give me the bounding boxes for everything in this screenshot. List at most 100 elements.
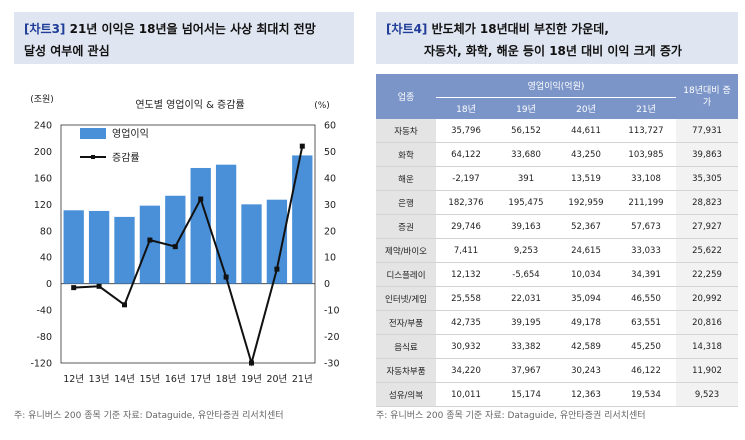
plot-frame — [60, 124, 316, 364]
value-cell: 103,985 — [616, 142, 677, 167]
value-cell: 42,589 — [556, 334, 616, 359]
right-table-title-line2: 자동차, 화학, 해운 등이 18년 대비 이익 크게 증가 — [424, 44, 682, 58]
bar-13년 — [88, 210, 110, 284]
value-cell: 77,931 — [676, 119, 739, 143]
industry-cell: 은행 — [376, 190, 436, 215]
industry-cell: 해운 — [376, 166, 436, 191]
operating-profit-chart: 연도별 영업이익 & 증감률 (조원) (%) -120 -80 -40 0 40 80 1… — [30, 94, 340, 385]
table-row: 증권 29,746 39,163 52,367 57,673 27,927 — [376, 214, 739, 239]
y-tick-label: 40 — [40, 253, 52, 264]
industry-cell: 디스플레이 — [376, 262, 436, 287]
value-cell: 33,108 — [616, 166, 677, 191]
value-cell: 25,558 — [436, 286, 496, 311]
value-cell: 15,174 — [496, 382, 556, 407]
growth-point-16년 — [172, 244, 178, 250]
value-cell: 10,034 — [556, 262, 616, 287]
table-row: 화학 64,122 33,680 43,250 103,985 39,863 — [376, 142, 739, 167]
value-cell: 44,611 — [556, 119, 616, 143]
left-chart-title-line1: 21년 이익은 18년을 넘어서는 사상 최대치 전망 — [69, 22, 316, 36]
chart-title: 연도별 영업이익 & 증감률 — [135, 98, 244, 111]
value-cell: 52,367 — [556, 214, 616, 239]
legend-bar-swatch — [80, 128, 106, 139]
col-header-group: 영업이익(억원) — [436, 74, 677, 98]
value-cell: 64,122 — [436, 142, 496, 167]
value-cell: 46,122 — [616, 358, 677, 383]
value-cell: 9,253 — [496, 238, 556, 263]
col-header-year: 18년 — [436, 97, 496, 119]
value-cell: 10,011 — [436, 382, 496, 407]
value-cell: 13,519 — [556, 166, 616, 191]
left-chart-header: [차트3] 21년 이익은 18년을 넘어서는 사상 최대치 전망 달성 여부에… — [14, 12, 354, 64]
table-row: 해운 -2,197 391 13,519 33,108 35,305 — [376, 166, 739, 191]
x-tick-label: 19년 — [241, 374, 262, 385]
col-header-vs18: 18년대비 증가 — [676, 74, 739, 119]
table-row: 음식료 30,932 33,382 42,589 45,250 14,318 — [376, 334, 739, 359]
value-cell: 391 — [496, 166, 556, 191]
growth-point-17년 — [198, 196, 204, 202]
x-tick-label: 16년 — [165, 374, 186, 385]
legend: 영업이익 증감률 — [80, 127, 149, 164]
value-cell: 30,932 — [436, 334, 496, 359]
table-row: 섬유/의복 10,011 15,174 12,363 19,534 9,523 — [376, 382, 739, 407]
value-cell: 43,250 — [556, 142, 616, 167]
industry-cell: 섬유/의복 — [376, 382, 436, 407]
value-cell: -2,197 — [436, 166, 496, 191]
y-tick-label: 120 — [34, 200, 52, 211]
left-source-note: 주: 유니버스 200 종목 기준 자료: Dataguide, 유안타증권 리… — [14, 411, 284, 421]
industry-cell: 자동차 — [376, 119, 436, 143]
value-cell: 39,163 — [496, 214, 556, 239]
growth-point-14년 — [122, 302, 127, 308]
table-row: 자동차부품 34,220 37,967 30,243 46,122 11,902 — [376, 358, 739, 383]
y-tick-label: 80 — [40, 226, 52, 237]
left-panel: [차트3] 21년 이익은 18년을 넘어서는 사상 최대치 전망 달성 여부에… — [0, 0, 362, 440]
right-panel: [차트4] 반도체가 18년대비 부진한 가운데, 자동차, 화학, 해운 등이… — [372, 0, 745, 440]
table-row: 자동차 35,796 56,152 44,611 113,727 77,931 — [376, 119, 739, 143]
y2-tick-label: 60 — [324, 121, 336, 132]
value-cell: 39,195 — [496, 310, 556, 335]
y2-tick-label: 50 — [324, 147, 336, 158]
x-tick-label: 21년 — [292, 374, 313, 385]
x-tick-label: 13년 — [89, 374, 110, 385]
right-table-tag: [차트4] — [386, 22, 428, 36]
value-cell: 25,622 — [676, 238, 739, 263]
value-cell: 35,305 — [676, 166, 739, 191]
x-tick-label: 17년 — [190, 374, 211, 385]
value-cell: 9,523 — [676, 382, 739, 407]
growth-point-21년 — [299, 143, 305, 149]
value-cell: -5,654 — [496, 262, 556, 287]
legend-line-marker — [91, 155, 95, 159]
right-table-header: [차트4] 반도체가 18년대비 부진한 가운데, 자동차, 화학, 해운 등이… — [376, 12, 738, 64]
col-header-year: 19년 — [496, 97, 556, 119]
value-cell: 195,475 — [496, 190, 556, 215]
industry-cell: 전자/부품 — [376, 310, 436, 335]
legend-line-label: 증감률 — [112, 152, 140, 164]
growth-point-13년 — [96, 283, 102, 289]
growth-point-15년 — [147, 237, 153, 243]
y-tick-label: 240 — [34, 121, 52, 132]
value-cell: 12,132 — [436, 262, 496, 287]
value-cell: 28,823 — [676, 190, 739, 215]
y-axis-label-right: (%) — [314, 101, 330, 111]
growth-rate-line — [73, 145, 304, 367]
value-cell: 20,816 — [676, 310, 739, 335]
bar-19년 — [241, 204, 262, 284]
value-cell: 12,363 — [556, 382, 616, 407]
value-cell: 35,094 — [556, 286, 616, 311]
bar-20년 — [266, 199, 288, 284]
value-cell: 42,735 — [436, 310, 496, 335]
value-cell: 37,967 — [496, 358, 556, 383]
x-tick-label: 14년 — [114, 374, 135, 385]
value-cell: 30,243 — [556, 358, 616, 383]
growth-point-19년 — [249, 360, 254, 366]
bar-16년 — [165, 195, 186, 284]
industry-cell: 음식료 — [376, 334, 436, 359]
value-cell: 7,411 — [436, 238, 496, 263]
value-cell: 39,863 — [676, 142, 739, 167]
y-tick-label: 0 — [46, 279, 52, 290]
y-axis-label-left: (조원) — [30, 94, 54, 105]
value-cell: 24,615 — [556, 238, 616, 263]
industry-cell: 자동차부품 — [376, 358, 436, 383]
y2-tick-label: -30 — [324, 359, 340, 370]
value-cell: 33,680 — [496, 142, 556, 167]
value-cell: 49,178 — [556, 310, 616, 335]
